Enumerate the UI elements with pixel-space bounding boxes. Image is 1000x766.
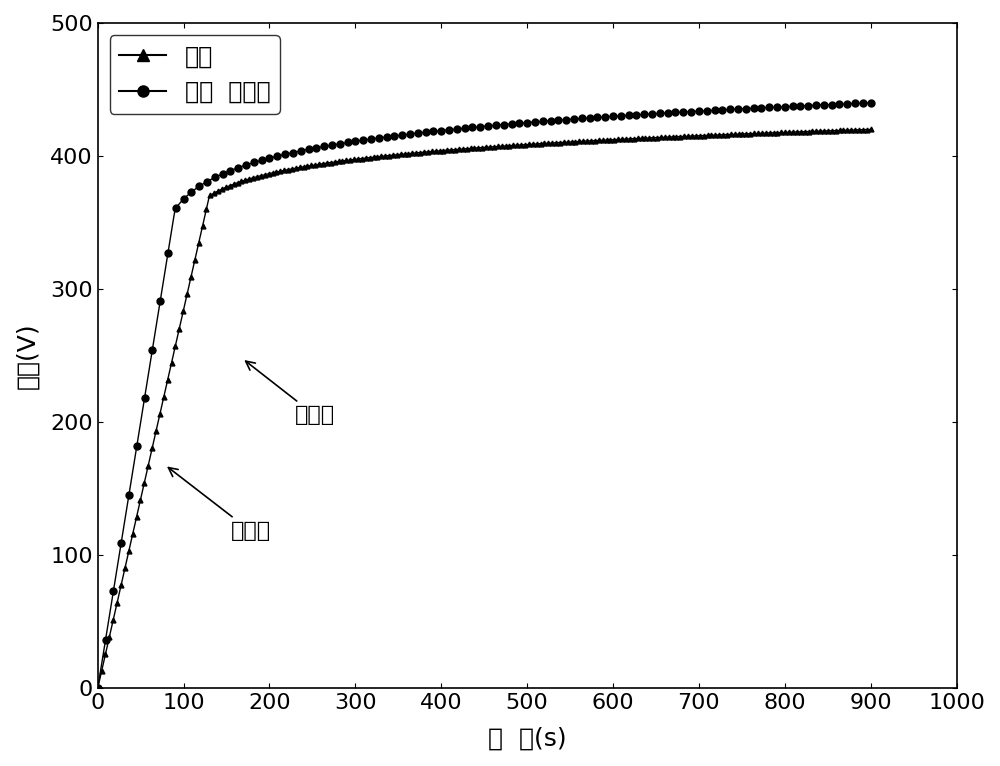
X-axis label: 时  间(s): 时 间(s) [488,727,566,751]
Legend: 基体, 有预  镰化膜: 基体, 有预 镰化膜 [110,34,280,113]
Text: 起弧点: 起弧点 [168,467,271,542]
Y-axis label: 电压(V): 电压(V) [15,322,39,389]
Text: 起弧点: 起弧点 [246,361,335,425]
